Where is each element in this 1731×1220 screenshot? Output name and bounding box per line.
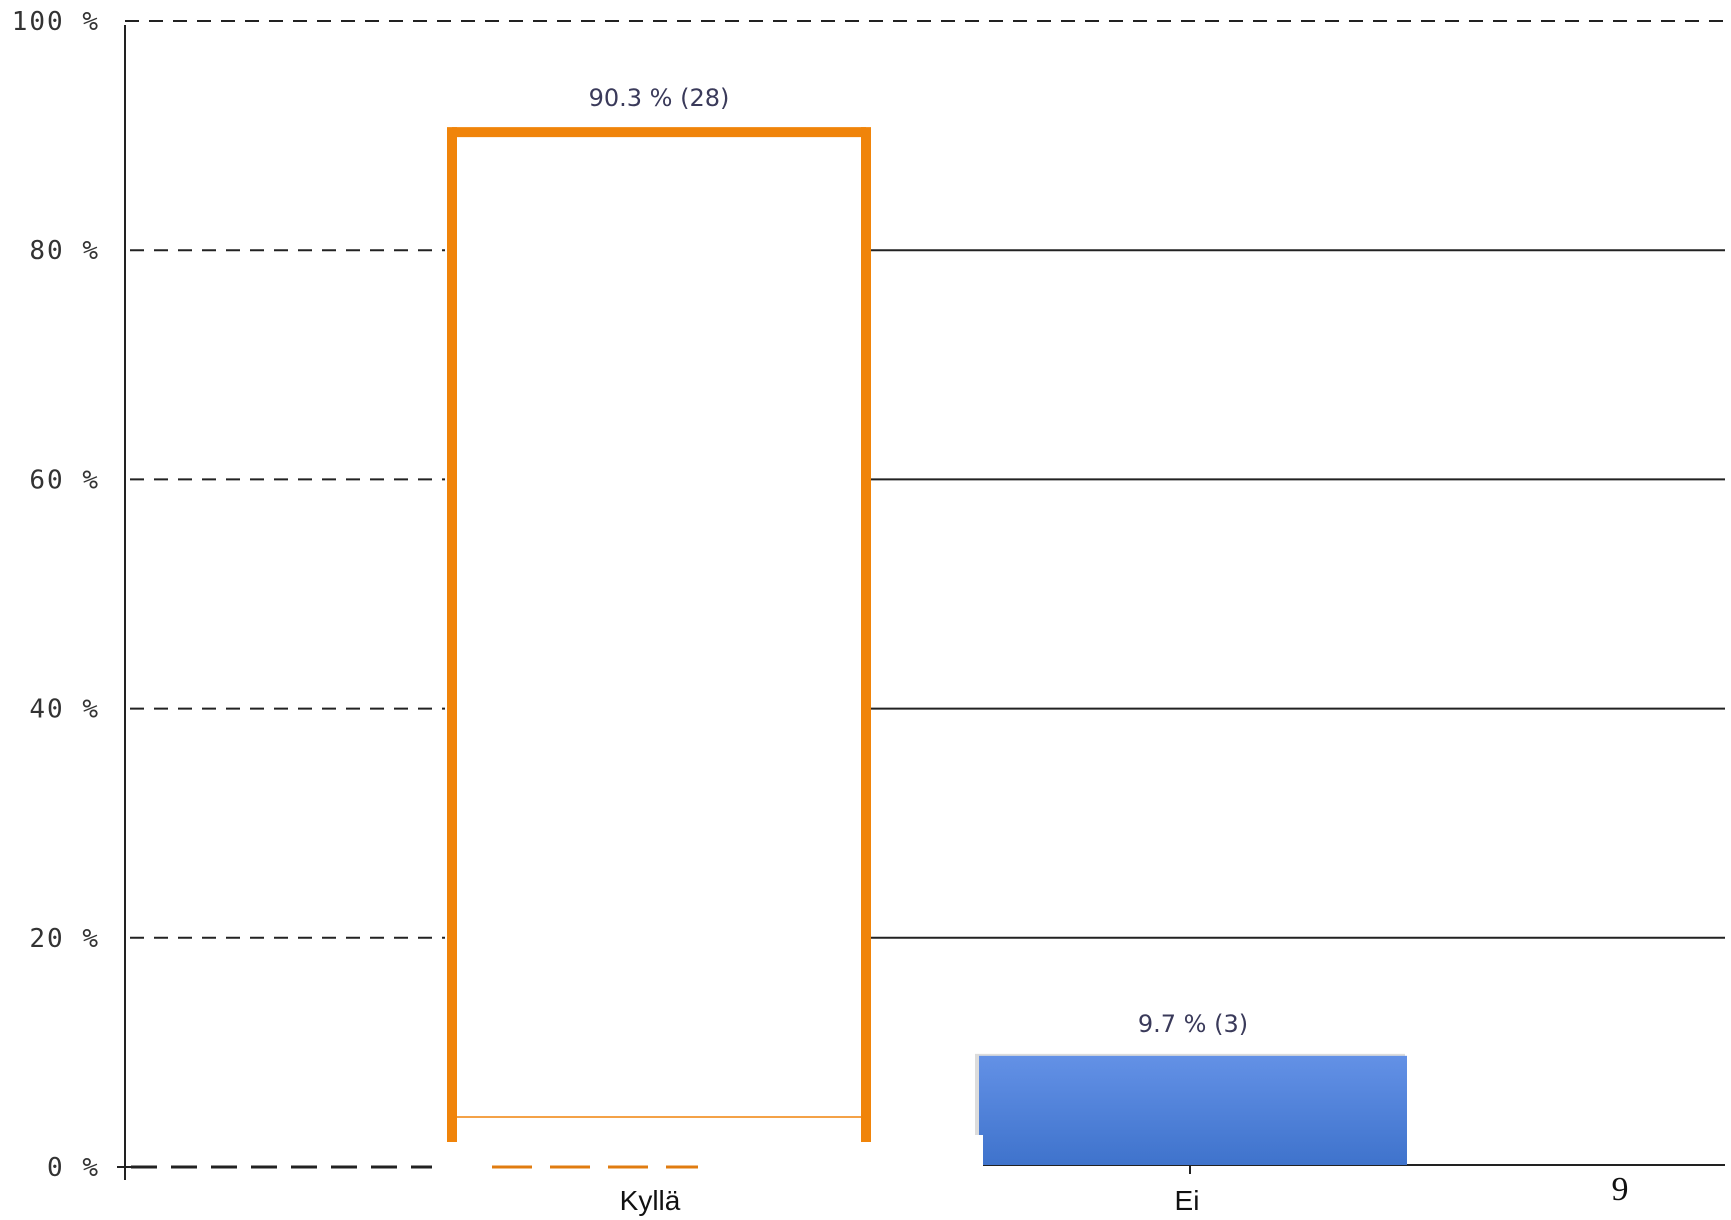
- category-label-0: Kyllä: [620, 1185, 681, 1216]
- labels: 0 % 20 % 40 % 60 % 80 % 100 % 90.3 % (28) 9.7 %…: [12, 7, 1248, 1216]
- y-tick-label: 60 %: [29, 465, 100, 495]
- y-tick-label: 40 %: [29, 695, 100, 725]
- y-axis: [117, 25, 1725, 1180]
- data-label-kylla: 90.3 % (28): [589, 84, 730, 112]
- y-tick-label: 80 %: [29, 236, 100, 266]
- y-tick-label: 0 %: [47, 1153, 100, 1183]
- gridlines: [125, 20, 1725, 939]
- bar-ei: [979, 1055, 1407, 1165]
- y-tick-label: 100 %: [12, 7, 100, 37]
- page-number: 9: [1612, 1171, 1629, 1208]
- category-label-1: Ei: [1175, 1185, 1200, 1216]
- data-label-ei: 9.7 % (3): [1138, 1010, 1248, 1038]
- bars: [447, 127, 1407, 1167]
- bar-ei-notch: [975, 1135, 983, 1167]
- y-tick-label: 20 %: [29, 924, 100, 954]
